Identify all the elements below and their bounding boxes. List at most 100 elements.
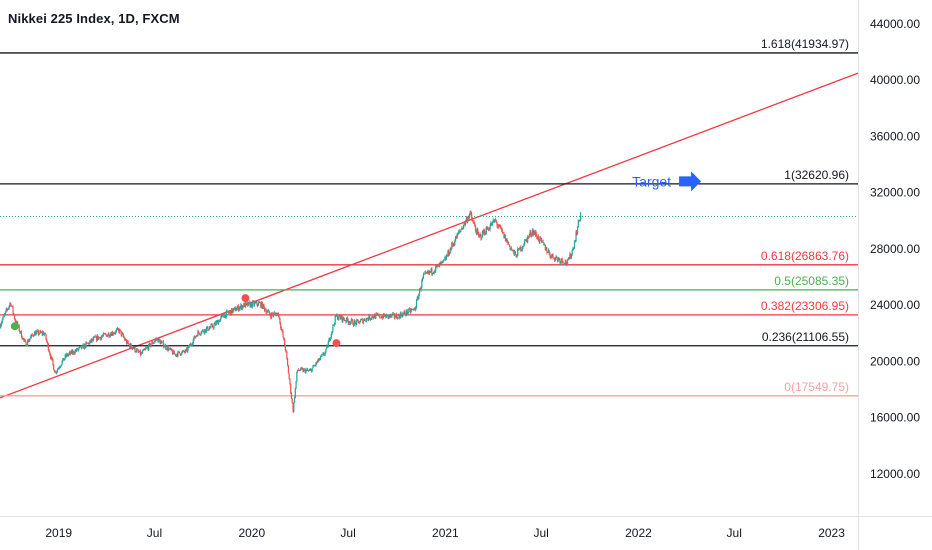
candle-body: [58, 367, 60, 369]
candle-body: [376, 313, 378, 315]
candle-body: [279, 317, 281, 324]
candle-body: [27, 340, 29, 342]
candle-body: [88, 342, 90, 345]
candle-body: [46, 341, 49, 344]
candle-body: [521, 246, 523, 250]
candle-body: [463, 221, 465, 227]
candle-body: [138, 351, 140, 353]
candle-body: [537, 236, 540, 241]
candle-body: [366, 318, 369, 319]
candle-body: [395, 314, 398, 319]
candle-body: [24, 340, 26, 343]
candle-body: [540, 238, 543, 241]
candle-body: [53, 369, 56, 373]
candle-body: [468, 217, 470, 219]
candle-body: [349, 322, 352, 324]
candle-body: [405, 313, 407, 315]
candle-body: [222, 314, 224, 317]
candle-body: [158, 338, 161, 341]
candle-body: [234, 307, 236, 309]
candle-body: [111, 332, 113, 336]
candle-body: [136, 349, 138, 351]
candle-body: [198, 332, 201, 335]
candle-body: [507, 242, 509, 243]
candle-body: [73, 351, 75, 354]
candle-body: [552, 253, 554, 258]
candle-body: [206, 326, 208, 329]
candle-body: [395, 314, 397, 318]
candle-body: [453, 243, 455, 245]
candle-body: [56, 369, 59, 372]
candle-body: [241, 304, 243, 309]
candle-body: [299, 370, 301, 372]
candle-body: [300, 367, 302, 371]
signal-marker: [241, 294, 250, 303]
candle-body: [517, 249, 519, 257]
candle-body: [253, 301, 255, 306]
candle-body: [116, 328, 118, 330]
candle-body: [73, 353, 76, 355]
candle-body: [59, 366, 62, 368]
candle-body: [556, 256, 558, 258]
candle-body: [425, 272, 428, 273]
candle-body: [555, 256, 557, 258]
candle-body: [448, 250, 450, 256]
candle-body: [510, 248, 512, 250]
candle-body: [498, 224, 500, 227]
candle-body: [103, 333, 105, 335]
candle-body: [3, 315, 5, 317]
candle-body: [69, 351, 72, 354]
candle-body: [72, 351, 74, 354]
candle-body: [43, 333, 46, 335]
candle-body: [257, 304, 259, 306]
candle-body: [54, 371, 56, 373]
candle-body: [245, 302, 247, 304]
candle-body: [294, 388, 296, 398]
candle-body: [123, 337, 125, 339]
candle-body: [66, 353, 69, 356]
candle-body: [155, 339, 158, 340]
candle-body: [323, 354, 326, 356]
candle-body: [196, 335, 198, 337]
candle-body: [115, 330, 117, 334]
candle-body: [437, 264, 439, 266]
candle-body: [50, 354, 52, 359]
candle-body: [377, 314, 379, 316]
candle-body: [153, 341, 155, 343]
candle-body: [46, 339, 48, 342]
candle-body: [458, 231, 461, 233]
candle-body: [191, 344, 193, 346]
candle-body: [310, 369, 313, 372]
candle-body: [165, 348, 168, 350]
candle-body: [221, 314, 224, 316]
candle-body: [193, 336, 195, 340]
candle-body: [494, 219, 497, 221]
candle-body: [550, 256, 552, 258]
candle-body: [175, 354, 177, 356]
candle-body: [60, 364, 62, 367]
candle-body: [227, 312, 230, 314]
candle-body: [560, 258, 563, 262]
candle-body: [441, 261, 443, 263]
candle-body: [13, 315, 16, 320]
candle-body: [99, 337, 102, 340]
candle-body: [469, 211, 471, 215]
candle-body: [31, 334, 33, 336]
candle-body: [119, 329, 121, 333]
candle-body: [248, 301, 250, 303]
candle-body: [325, 348, 327, 352]
candle-body: [428, 270, 430, 274]
candle-body: [371, 316, 373, 319]
candle-body: [148, 343, 151, 345]
candle-body: [224, 314, 226, 318]
candle-body: [283, 337, 285, 340]
candle-body: [212, 327, 214, 329]
y-tick-label: 28000.00: [870, 242, 920, 256]
candle-body: [293, 397, 296, 403]
candle-body: [184, 351, 186, 353]
candle-body: [235, 310, 237, 312]
candle-body: [148, 343, 150, 350]
candle-body: [577, 220, 579, 228]
